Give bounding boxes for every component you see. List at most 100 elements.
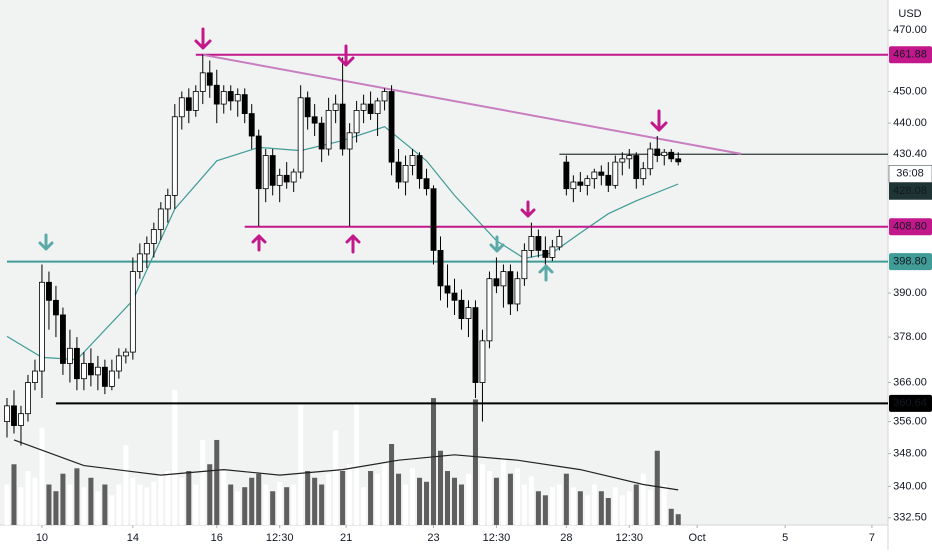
candle-body [255,135,262,190]
candle-body [60,314,66,364]
level-label: 408.80 [893,221,927,233]
candle-body [199,72,206,92]
volume-bar [507,473,513,525]
volume-bar [542,495,548,525]
candle-body [192,91,199,111]
volume-bar [619,495,625,525]
candle-body [353,110,360,134]
level-label: 398.80 [893,256,927,268]
volume-bar [535,491,541,525]
volume-bar [74,468,80,525]
volume-bar [235,491,241,525]
volume-bar [430,398,437,525]
volume-bar [53,491,59,525]
volume-bar [25,471,31,525]
candle-body [619,158,626,163]
y-tick-label: 378.00 [893,331,927,343]
candle-body [67,347,73,364]
x-tick-label: 10 [36,532,48,544]
volume-bar [305,471,311,525]
arrow-down [489,235,505,253]
volume-bar [340,471,346,525]
candle-body [185,97,192,111]
candle-body [213,84,220,105]
candle-body [570,181,577,190]
candle-body [283,174,290,183]
candle-body [206,72,213,86]
arrow-down [38,233,54,251]
candle-body [402,165,409,183]
countdown: 36:08 [896,168,924,180]
volume-bar [528,476,534,525]
volume-bar [242,487,248,525]
candle-body [129,271,136,353]
volume-bar [186,471,192,525]
candle-body [339,103,346,150]
arrow-down [194,27,212,50]
candle-body [430,188,437,251]
candle-body [654,148,661,156]
volume-bar [675,514,681,525]
volume-bar [326,473,332,525]
time-axis [0,525,888,550]
candle-body [290,171,297,183]
volume-bar [284,487,290,525]
candle-body [451,292,458,301]
candle-body [171,116,178,196]
candle-body [164,195,171,210]
volume-bar [514,468,520,525]
candle-body [25,382,31,415]
annotations [38,27,668,282]
volume-bar [389,444,395,525]
volume-bar [263,484,269,525]
volume-bar [598,491,604,525]
volume-bar [172,390,178,525]
volume-bar [298,404,304,525]
candle-body [577,181,584,186]
candle-body [409,155,416,166]
volume-bar [81,487,87,525]
y-tick-label: 348.00 [893,448,927,460]
volume-bar [368,471,374,525]
arrow-down [520,200,536,218]
volume-bar [207,464,213,525]
volume-bar [654,450,660,525]
volume-bar [144,487,150,525]
volume-bar [116,484,122,525]
candle-body [178,97,185,118]
y-tick-label: 340.00 [893,480,927,492]
candle-body [647,148,654,170]
candle-body [374,100,381,114]
volume-bar [46,484,52,525]
candle-body [53,299,59,316]
candle-body [325,110,332,150]
volume-bar [39,427,45,525]
candle-body [73,347,80,380]
x-tick-label: 7 [869,532,875,544]
volume-bar [437,450,444,525]
y-tick-label: 332.50 [893,512,927,524]
candle-body [241,94,248,114]
volume-bar [95,491,101,525]
unit-label: USD [898,8,921,20]
candle-body [493,278,500,287]
volume-bar [214,439,220,525]
volume-bar [451,477,458,525]
volume-bar [479,464,485,525]
last-price-label: 428.08 [893,185,927,197]
volume-bar [612,487,618,525]
candle-body [563,161,570,190]
candle-body [626,155,633,160]
volume-bar [626,491,632,525]
candle-body [311,116,318,124]
price-axis [888,0,932,550]
candle-body [542,249,549,258]
candle-body [94,366,101,376]
candle-body [591,171,598,180]
volume-bar [424,481,430,525]
candle-body [605,174,612,186]
candle-body [32,370,38,383]
candle-body [143,243,150,255]
